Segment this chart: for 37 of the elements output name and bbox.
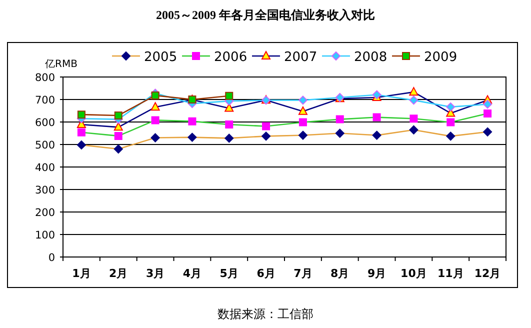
x-tick-label: 12月 bbox=[474, 267, 501, 280]
legend-label: 2007 bbox=[284, 50, 318, 65]
x-tick-label: 3月 bbox=[146, 267, 165, 280]
source-note: 数据来源：工信部 bbox=[218, 307, 314, 321]
y-tick-label: 400 bbox=[34, 162, 55, 174]
x-tick-label: 5月 bbox=[220, 267, 238, 280]
y-tick-label: 800 bbox=[34, 72, 55, 84]
y-tick-label: 600 bbox=[34, 117, 55, 129]
point bbox=[409, 96, 418, 105]
x-tick-label: 1月 bbox=[72, 267, 91, 280]
y-tick-label: 700 bbox=[34, 94, 55, 106]
legend-label: 2009 bbox=[424, 50, 458, 65]
y-tick-label: 500 bbox=[34, 140, 55, 152]
x-tick-label: 11月 bbox=[437, 267, 464, 280]
y-tick-label: 0 bbox=[48, 252, 55, 264]
y-tick-label: 100 bbox=[34, 230, 55, 242]
legend-label: 2005 bbox=[144, 50, 178, 65]
point bbox=[225, 92, 234, 100]
legend-label: 2006 bbox=[214, 50, 248, 65]
x-tick-label: 4月 bbox=[182, 267, 202, 280]
y-axis-title: 亿RMB bbox=[44, 59, 78, 70]
x-tick-label: 2月 bbox=[109, 267, 128, 280]
chart-title: 2005～2009 年各月全国电信业务收入对比 bbox=[156, 8, 375, 22]
x-tick-label: 10月 bbox=[400, 267, 427, 280]
x-tick-label: 9月 bbox=[367, 267, 386, 280]
x-tick-label: 6月 bbox=[256, 267, 276, 280]
legend-label: 2008 bbox=[354, 50, 388, 65]
point bbox=[77, 110, 86, 119]
x-tick-label: 7月 bbox=[294, 267, 312, 280]
x-tick-label: 8月 bbox=[330, 267, 350, 280]
point bbox=[151, 91, 160, 100]
point bbox=[298, 96, 308, 105]
point bbox=[483, 100, 492, 109]
y-tick-label: 300 bbox=[34, 184, 55, 196]
y-tick-label: 200 bbox=[34, 207, 55, 219]
point bbox=[446, 102, 456, 112]
point bbox=[114, 111, 122, 120]
